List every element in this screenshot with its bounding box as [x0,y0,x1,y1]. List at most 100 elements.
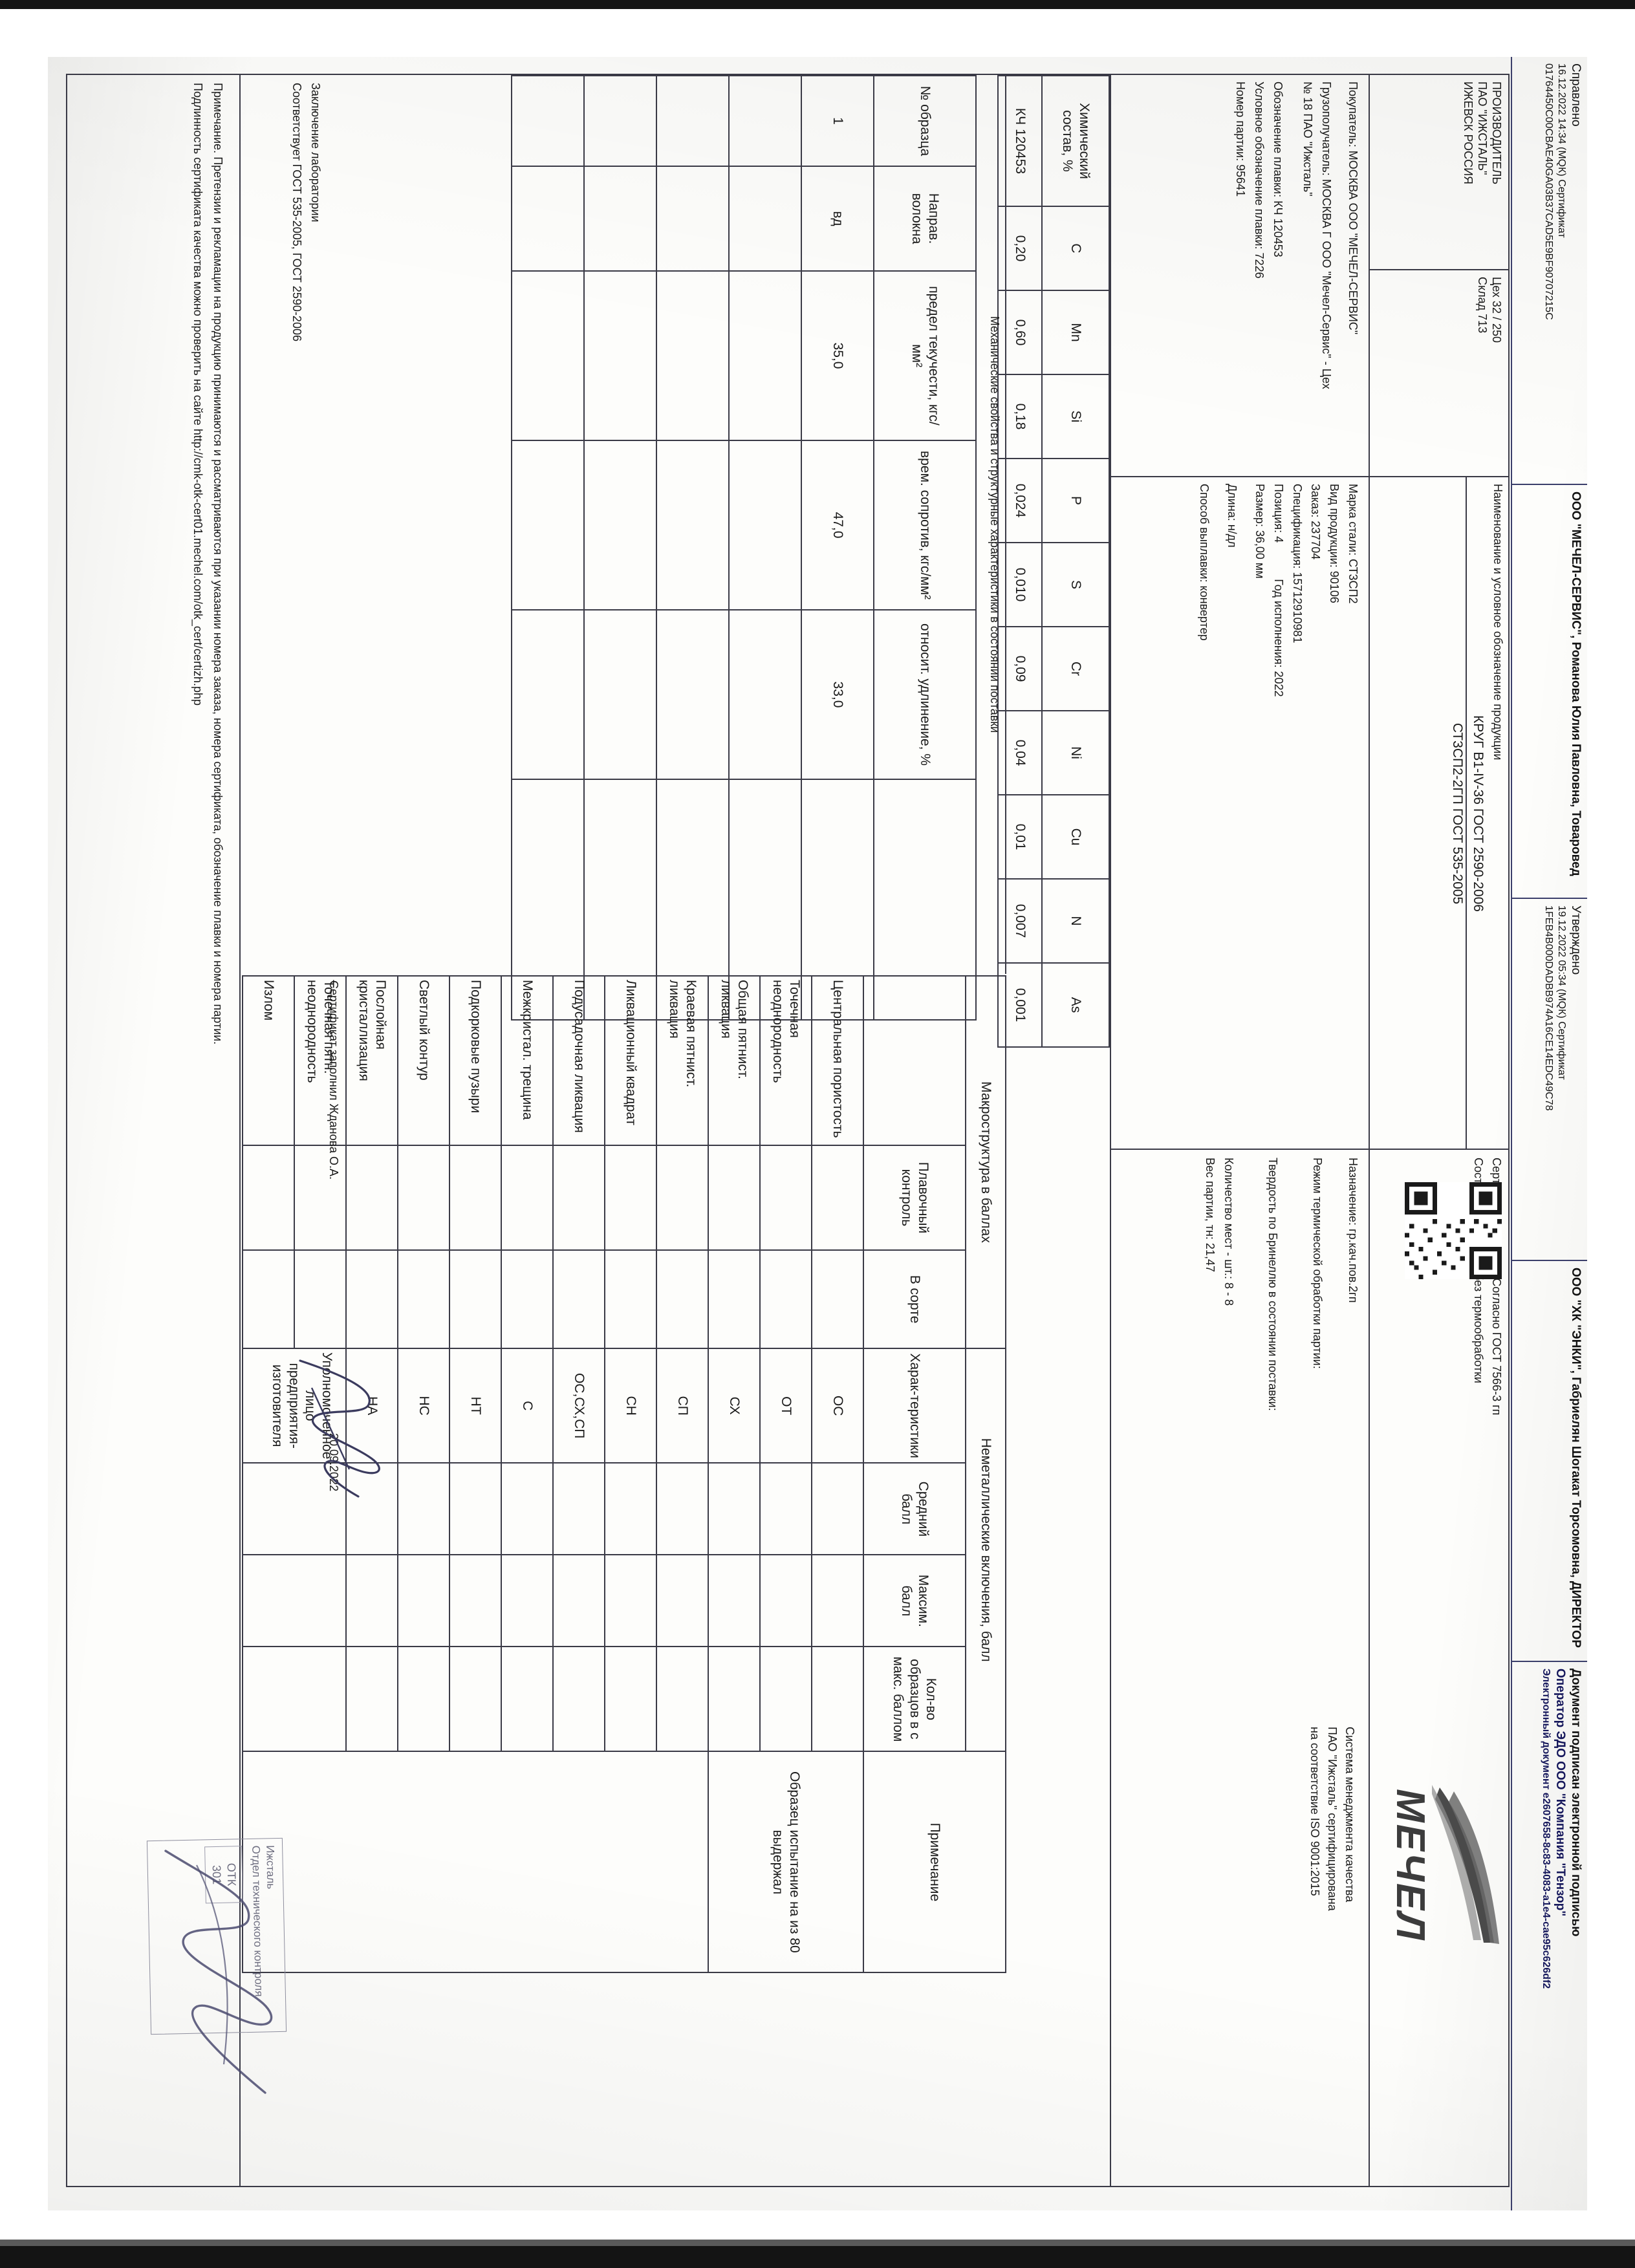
incl-max-1 [760,1555,812,1647]
mech-r2-c4 [729,440,801,610]
macro-melt-8 [398,1145,449,1251]
incl-cnt-6 [501,1647,553,1752]
macro-col-melt: Плавочный контроль [863,1145,966,1251]
position-year: Позиция: 4 Год исполнения: 2022 [1269,484,1288,1138]
incl-max-6 [501,1555,553,1647]
mechanical-title: Механические свойства и структурные хара… [988,316,1001,733]
mechel-logo: МЕЧЕЛ [1376,1785,1499,2090]
filled-by: Сертификат заполнил Жданова О.А. [327,980,340,1180]
macro-row-1: Точечная неоднородность [760,976,812,1146]
chem-col-s: S [1042,543,1109,627]
incl-cnt-3 [656,1647,708,1752]
incl-cnt-2 [708,1647,760,1752]
esig-col5-line1: Документ подписан электронной подписью [1569,1669,1583,1938]
scanner-edge-gray [0,2240,1635,2246]
product-type: Вид продукции: 90106 [1328,484,1341,604]
product-params-block: Марка стали: СТ3СП2 Вид продукции: 90106… [1195,484,1362,1138]
mech-r4-c5 [584,610,656,780]
macro-row-7: Подкорковые пузыри [449,976,501,1146]
incl-cnt-10 [243,1647,346,1752]
incl-avg-1 [760,1463,812,1555]
electronic-signature-strip: Справлено 16.12.2022 14:34 (МQК) Сертифи… [1511,57,1587,2211]
esig-col-2: ООО "МЕЧЕЛ-СЕРВИС", Романова Юлия Павлов… [1511,484,1587,898]
macro-row-4: Ликвационный квадрат [605,976,656,1146]
melting-method: Способ выплавки: конвертер [1198,484,1211,642]
mech-r5-c3 [512,271,584,441]
year: Год исполнения: 2022 [1272,579,1285,698]
scanner-edge-top [0,0,1635,9]
macro-row-8: Светлый контур [398,976,449,1146]
incl-max-2 [708,1555,760,1647]
esig-col-4: ООО "ХК "ЭНКИ", Габриелян Шогакат Торсом… [1511,1260,1587,1661]
macro-grade-11 [243,1250,294,1349]
chem-col-ni: Ni [1042,711,1109,795]
product-name-value: КРУГ В1-IV-36 ГОСТ 2590-2006 [1471,715,1486,913]
esig-col-5: Документ подписан электронной подписью О… [1511,1661,1587,2211]
macro-row-11: Излом [243,976,294,1146]
macro-melt-0 [812,1145,863,1251]
table-row [656,76,729,1021]
mech-r1-fiber: вд [801,166,874,272]
esig-col5-line3: Электронный документ e2607658-8c83-4083-… [1541,1669,1552,1989]
macro-row-6: Межкристал. трещина [501,976,553,1146]
mech-r4-c3 [584,271,656,441]
product-name-block: Наименование и условное обозначение прод… [1449,484,1504,1144]
mech-r3-c3 [656,271,729,441]
header-divider-3 [1370,1149,1508,1150]
chem-col-c: C [1042,206,1109,291]
incl-avg-2 [708,1463,760,1555]
order: Заказ: 237704 [1309,484,1323,560]
consignee-line-1: Грузополучатель: МОСКВА Г ООО "Мечел-Сер… [1320,81,1334,390]
incl-cnt-0 [812,1647,863,1752]
note-header: Примечание [863,1751,1006,1973]
shop-label: Цех 32 / 250 [1490,277,1503,343]
incl-avg-3 [656,1463,708,1555]
chem-col-cu: Cu [1042,795,1109,880]
macro-col-grade: В сорте [863,1250,966,1349]
macro-row-0: Центральная пористость [812,976,863,1146]
producer-city: ИЖЕВСК РОССИЯ [1462,81,1475,185]
esig-col1-line2: 16.12.2022 14:34 (МQК) Сертификат 017644… [1543,63,1568,321]
incl-char-3: СП [656,1348,708,1463]
heat-designation: Обозначение плавки: КЧ 120453 [1271,81,1284,258]
producer-block: ПРОИЗВОДИТЕЛЬ ПАО "ИЖСТАЛЬ" ИЖЕВСК РОССИ… [1460,82,1503,270]
chemical-composition-table: Химический состав, % C Mn Si P S Cr Ni C… [997,76,1110,1048]
incl-max-8 [398,1555,449,1647]
consignee-line-2: № 18 ПАО "Ижсталь" [1301,81,1315,197]
macro-row-3: Краевая пятнист. ликвация [656,976,708,1146]
purpose: Назначение: гр.кач.пов.2гп [1347,1158,1359,1304]
header-band-bottom [1369,75,1370,2187]
macro-grade-3 [656,1250,708,1349]
macro-grade-6 [501,1250,553,1349]
incl-char-5: ОС,СХ,СП [553,1348,605,1463]
incl-char-0: ОС [812,1348,863,1463]
incl-avg-4 [605,1463,656,1555]
macro-melt-9 [346,1145,398,1251]
table-row [729,76,801,1021]
stamp-signature-scribble [164,1850,273,2095]
table-row [512,76,584,1021]
macro-grade-2 [708,1250,760,1349]
mech-r1-sample: 1 [801,76,874,167]
incl-char-2: СХ [708,1348,760,1463]
mechel-swoosh-icon [1432,1785,1499,1945]
table-row: Центральная пористость ОС Образец испыта… [708,976,863,1973]
mech-col-sample: № образца [874,76,976,167]
certificate-frame: ПРОИЗВОДИТЕЛЬ ПАО "ИЖСТАЛЬ" ИЖЕВСК РОССИ… [66,74,1510,2188]
incl-cnt-7 [449,1647,501,1752]
mech-r4-c1 [584,76,656,167]
mechanical-properties-section: Механические свойства и структурные хара… [511,75,1006,1021]
header-divider-2 [1370,476,1508,478]
mech-r3-c5 [656,610,729,780]
note-text: Образец испытание на из 80 выдержал [708,1751,863,1973]
macro-row-9: Послойная кристаллизация [346,976,398,1146]
note-label: Примечание. [211,83,224,154]
header-divider-1 [1370,269,1508,271]
mech-r2-c2 [729,166,801,272]
mech-r2-c5 [729,610,801,780]
places-count: Количество мест - шт.: 8 - 8 [1222,1158,1235,1306]
macro-grade-8 [398,1250,449,1349]
product-name-label: Наименование и условное обозначение прод… [1491,484,1504,761]
